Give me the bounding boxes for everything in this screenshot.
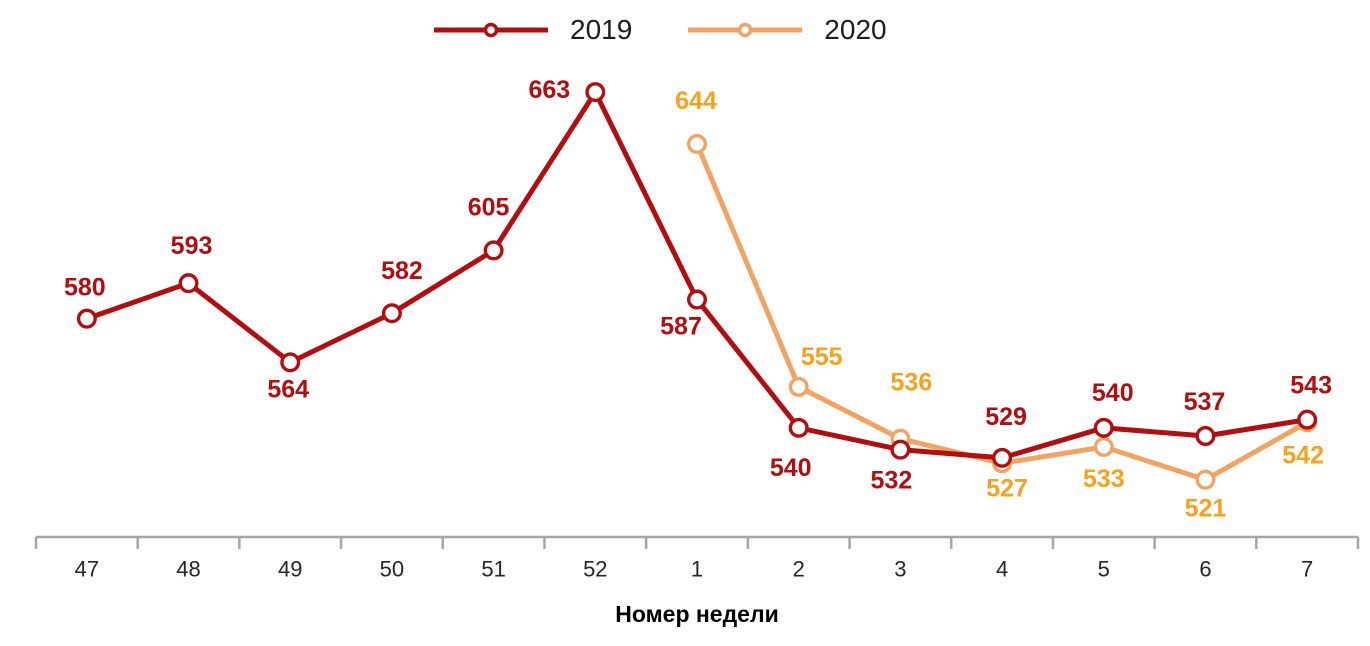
- data-label-2019-5: 540: [1092, 379, 1134, 407]
- data-label-2020-7: 542: [1282, 441, 1324, 469]
- data-label-2019-1: 587: [660, 313, 702, 341]
- data-label-2019-49: 564: [267, 375, 309, 403]
- data-label-2019-6: 537: [1184, 388, 1226, 416]
- x-tick-label-7: 7: [1301, 557, 1313, 582]
- data-label-2019-2: 540: [770, 454, 812, 482]
- x-tick-label-4: 4: [996, 557, 1008, 582]
- x-tick-label-1: 1: [691, 557, 703, 582]
- x-tick-label-5: 5: [1098, 557, 1110, 582]
- data-label-2019-4: 529: [985, 403, 1027, 431]
- data-label-2019-7: 543: [1290, 372, 1332, 400]
- x-tick-label-51: 51: [481, 557, 505, 582]
- data-point-2019-3: [890, 439, 911, 460]
- legend-label-2019: 2019: [570, 14, 633, 45]
- legend: 2019 2020: [432, 16, 887, 44]
- x-tick-label-47: 47: [75, 557, 99, 582]
- data-label-2019-52: 663: [528, 76, 570, 104]
- legend-line-marker-2020-icon: [688, 22, 803, 38]
- data-point-2019-50: [381, 303, 402, 324]
- data-point-2019-47: [76, 308, 97, 329]
- data-point-2020-6: [1195, 469, 1216, 490]
- data-point-2020-5: [1093, 436, 1114, 457]
- data-point-2019-6: [1195, 426, 1216, 447]
- legend-line-marker-2019-icon: [434, 22, 548, 38]
- data-point-2019-51: [483, 240, 504, 261]
- x-tick-label-3: 3: [894, 557, 906, 582]
- data-label-2020-4: 527: [986, 474, 1028, 502]
- data-point-2019-1: [687, 289, 708, 310]
- data-point-2019-49: [280, 352, 301, 373]
- data-point-2019-4: [992, 447, 1013, 468]
- x-axis-title: Номер недели: [615, 601, 779, 627]
- data-label-2020-2: 555: [801, 343, 843, 371]
- x-tick-label-50: 50: [380, 557, 404, 582]
- data-label-2020-3: 536: [891, 369, 933, 397]
- data-label-2020-5: 533: [1083, 465, 1125, 493]
- x-tick-label-49: 49: [278, 557, 302, 582]
- data-point-2019-5: [1093, 417, 1114, 438]
- data-point-2020-2: [788, 376, 809, 397]
- data-point-2019-7: [1297, 409, 1318, 430]
- x-tick-label-6: 6: [1199, 557, 1211, 582]
- legend-label-2020: 2020: [824, 14, 887, 45]
- data-label-2019-3: 532: [871, 467, 913, 495]
- legend-item-2019: 2019: [432, 16, 632, 44]
- data-label-2019-47: 580: [64, 274, 106, 302]
- legend-item-2020: 2020: [686, 14, 887, 45]
- data-label-2019-48: 593: [171, 232, 213, 260]
- data-label-2019-50: 582: [381, 257, 423, 285]
- data-label-2020-6: 521: [1185, 495, 1227, 523]
- data-label-2020-1: 644: [675, 87, 717, 115]
- x-tick-label-52: 52: [583, 557, 607, 582]
- x-tick-label-2: 2: [793, 557, 805, 582]
- x-tick-label-48: 48: [176, 557, 200, 582]
- data-label-2019-51: 605: [468, 193, 510, 221]
- data-point-2019-52: [585, 82, 606, 103]
- data-point-2019-48: [178, 273, 199, 294]
- data-point-2020-1: [687, 133, 708, 154]
- data-point-2019-2: [788, 417, 809, 438]
